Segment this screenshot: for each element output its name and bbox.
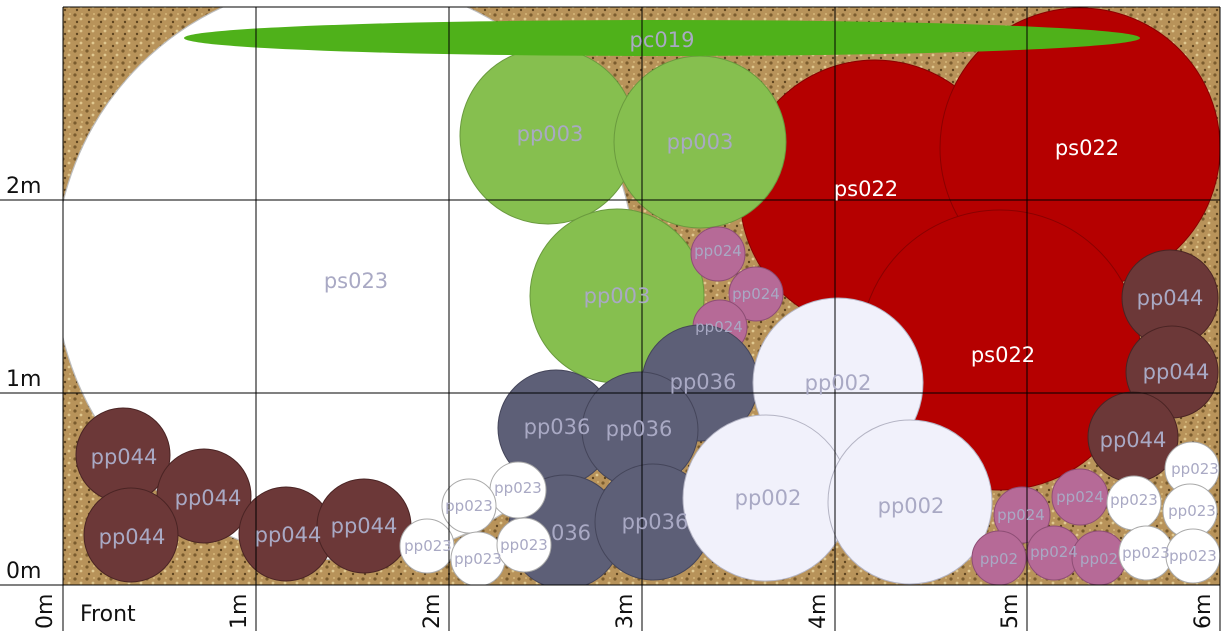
plant-pp023[interactable] <box>441 478 497 534</box>
plant-pp024[interactable] <box>690 226 746 282</box>
label-pp023: pp023 <box>454 550 502 568</box>
plant-labels: pc019 pp003 pp003 pp003 ps022 ps022 ps02… <box>91 28 1219 568</box>
label-pp024: pp024 <box>997 506 1045 524</box>
label-pp023: pp023 <box>1122 544 1170 562</box>
label-pp024-partial: pp02 <box>1080 550 1118 568</box>
x-label-2m: 2m <box>420 594 445 629</box>
grid <box>0 6 1221 631</box>
x-label-4m: 4m <box>806 594 831 629</box>
plant-pp024[interactable] <box>728 266 784 322</box>
label-pp023: pp023 <box>1110 491 1158 509</box>
label-pp023: pp023 <box>1169 547 1217 565</box>
plant-pp003[interactable] <box>613 55 787 229</box>
label-pp023: pp023 <box>404 537 452 555</box>
label-pp036: pp036 <box>670 370 737 394</box>
y-label-1m: 1m <box>6 367 41 392</box>
label-pp044: pp044 <box>1143 360 1210 384</box>
label-pp023: pp023 <box>500 536 548 554</box>
label-pp002: pp002 <box>805 371 872 395</box>
label-pp024: pp024 <box>1030 543 1078 561</box>
label-pp002: pp002 <box>735 486 802 510</box>
label-ps022: ps022 <box>834 177 898 201</box>
plants <box>63 7 1220 585</box>
label-pp036: pp036 <box>524 415 591 439</box>
plant-pp023[interactable] <box>1165 528 1220 584</box>
label-pp023: pp023 <box>494 479 542 497</box>
label-pc019: pc019 <box>630 28 695 52</box>
x-axis-labels: 0m 1m 2m 3m 4m 5m 6m Front <box>33 594 1216 629</box>
label-pp003: pp003 <box>667 130 734 154</box>
label-ps022: ps022 <box>1055 136 1119 160</box>
label-pp036: pp036 <box>622 510 689 534</box>
plant-pc019[interactable] <box>184 20 1140 56</box>
label-pp024: pp024 <box>732 285 780 303</box>
label-pp024-partial: pp02 <box>980 550 1018 568</box>
label-pp044: pp044 <box>1137 286 1204 310</box>
label-pp044: pp044 <box>175 486 242 510</box>
label-pp003: pp003 <box>517 122 584 146</box>
y-label-2m: 2m <box>6 174 41 199</box>
label-pp044: pp044 <box>331 514 398 538</box>
label-pp044: pp044 <box>91 445 158 469</box>
x-label-0m: 0m <box>33 594 58 629</box>
label-pp044: pp044 <box>255 523 322 547</box>
label-pp024: pp024 <box>1056 488 1104 506</box>
front-label: Front <box>80 602 136 627</box>
plant-pp024[interactable] <box>971 530 1027 585</box>
label-pp023: pp023 <box>445 497 493 515</box>
x-label-1m: 1m <box>227 594 252 629</box>
label-pp044: pp044 <box>99 525 166 549</box>
label-ps023: ps023 <box>324 269 388 293</box>
plant-pp044[interactable] <box>83 487 179 583</box>
x-label-3m: 3m <box>613 594 638 629</box>
label-pp044: pp044 <box>1100 428 1167 452</box>
x-label-6m: 6m <box>1191 594 1216 629</box>
plant-pp002[interactable] <box>827 419 993 585</box>
label-pp036: pp036 <box>606 417 673 441</box>
label-pp036-partial: 036 <box>551 521 591 545</box>
label-pp003: pp003 <box>584 284 651 308</box>
y-axis-labels: 2m 1m 0m <box>6 174 41 584</box>
label-pp024: pp024 <box>695 318 743 336</box>
plant-pp023[interactable] <box>496 517 552 573</box>
label-pp023: pp023 <box>1168 502 1216 520</box>
label-ps022: ps022 <box>971 343 1035 367</box>
y-label-0m: 0m <box>6 559 41 584</box>
x-label-5m: 5m <box>998 594 1023 629</box>
label-pp002: pp002 <box>878 494 945 518</box>
label-pp023: pp023 <box>1171 460 1219 478</box>
label-pp024: pp024 <box>694 242 742 260</box>
